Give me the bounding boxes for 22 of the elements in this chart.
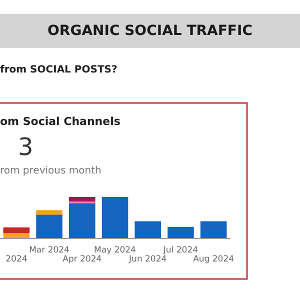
bar — [69, 203, 96, 238]
x-tick-label: Aug 2024 — [193, 254, 234, 264]
chart-subtitle: from SOCIAL POSTS? — [0, 64, 118, 76]
x-tick-label: Apr 2024 — [62, 254, 102, 264]
bar — [200, 221, 227, 238]
bar — [3, 227, 30, 234]
bar — [69, 197, 96, 202]
bar — [102, 197, 128, 238]
bar — [3, 233, 30, 238]
x-tick-label: 2024 — [6, 254, 28, 264]
text: om Social Channels — [0, 115, 121, 128]
text: 3 — [18, 133, 34, 161]
bar — [36, 210, 62, 215]
bar — [134, 221, 161, 238]
x-tick-label: Jun 2024 — [128, 254, 167, 264]
bar — [168, 226, 194, 238]
chart-title: ORGANIC SOCIAL TRAFFIC — [48, 23, 252, 39]
bar — [36, 214, 62, 238]
x-tick-label: Mar 2024 — [29, 246, 70, 256]
x-tick-label: May 2024 — [94, 246, 136, 256]
text: rom previous month — [0, 166, 102, 176]
x-tick-label: Jul 2024 — [162, 246, 198, 256]
